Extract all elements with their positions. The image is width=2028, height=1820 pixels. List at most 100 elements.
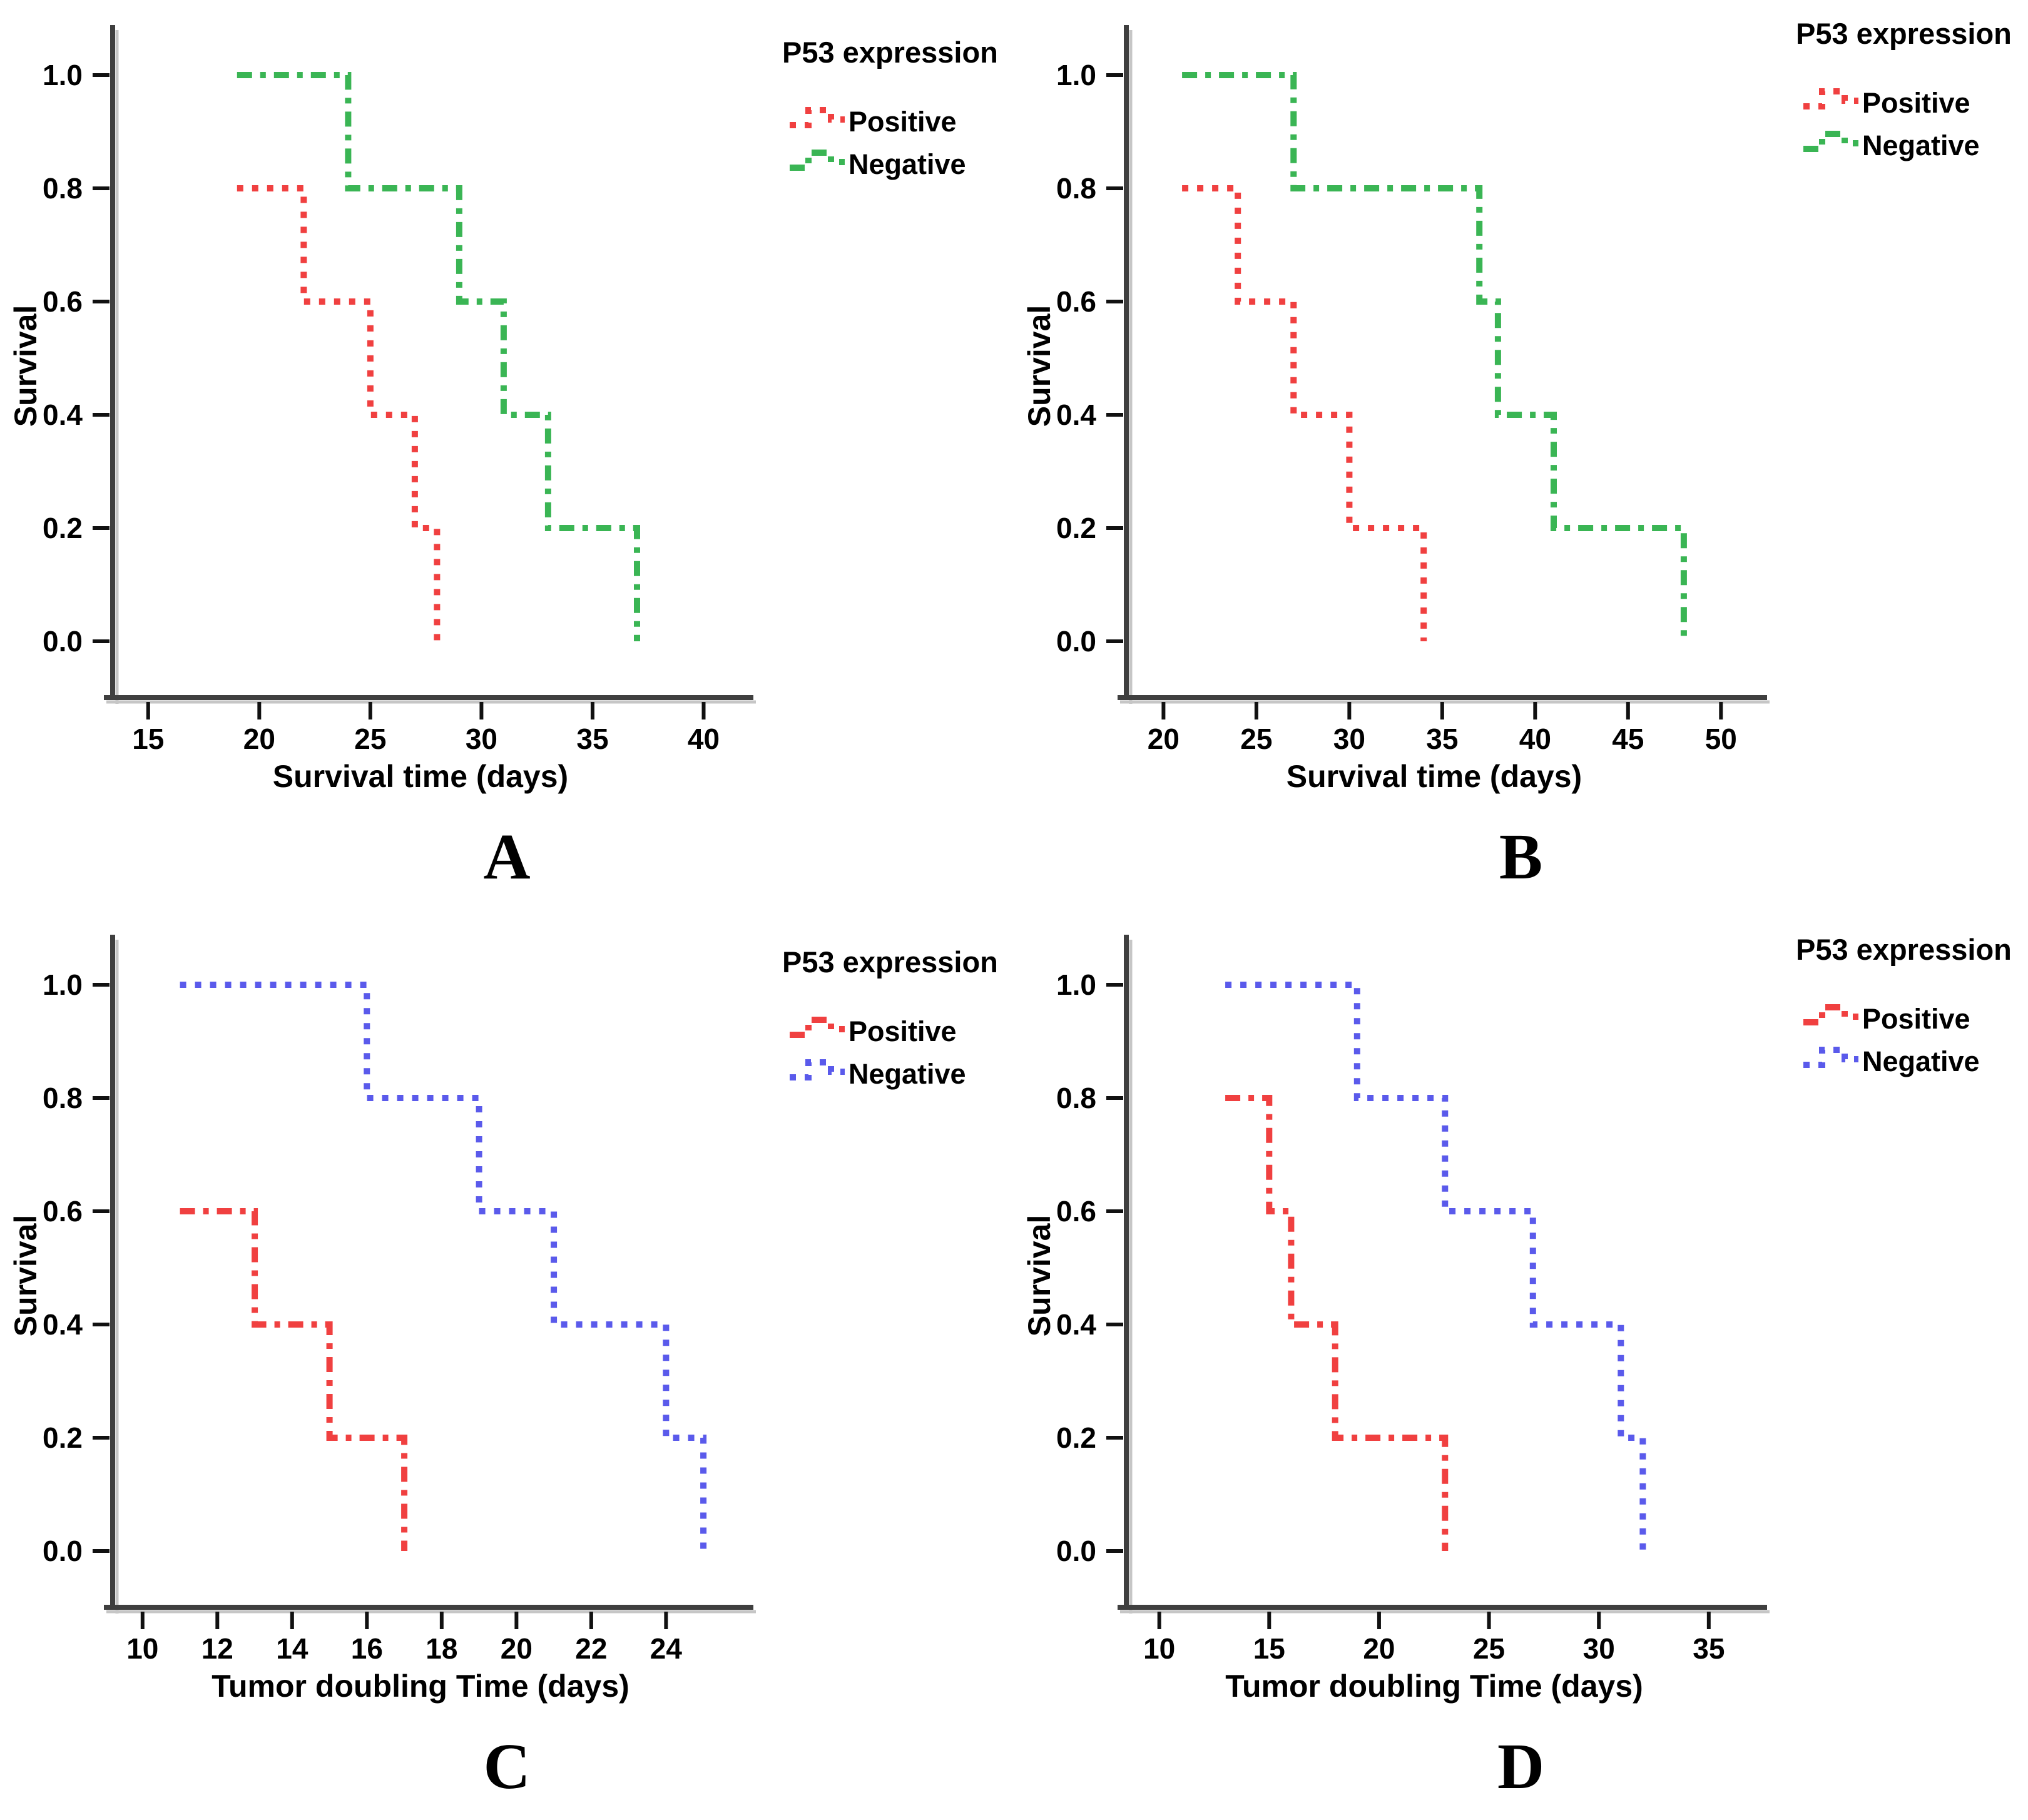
svg-text:30: 30 — [1583, 1632, 1615, 1665]
axes: 0.0 0.2 0.4 0.6 0.8 1.0 20 25 30 35 40 45 50 — [1056, 25, 1770, 755]
svg-text:15: 15 — [132, 723, 164, 755]
svg-text:0.0: 0.0 — [1056, 1535, 1096, 1567]
svg-text:20: 20 — [1148, 723, 1180, 755]
y-axis-label: Survival — [1022, 1215, 1057, 1337]
svg-text:0.8: 0.8 — [43, 1082, 83, 1114]
svg-text:0.6: 0.6 — [43, 285, 83, 318]
axes: 0.0 0.2 0.4 0.6 0.8 1.0 15 20 25 30 35 40 — [43, 25, 756, 755]
svg-text:0.4: 0.4 — [43, 399, 83, 431]
legend-title: P53 expression — [782, 36, 998, 69]
km-chart-A: 0.0 0.2 0.4 0.6 0.8 1.0 15 20 25 30 35 40 Survival … — [8, 25, 998, 794]
svg-text:20: 20 — [501, 1632, 532, 1665]
legend-negative-line-sample — [790, 1059, 845, 1080]
survival-curves — [1182, 72, 1687, 641]
legend-positive-label: Positive — [1862, 1003, 1970, 1035]
x-axis-label: Survival time (days) — [1287, 759, 1582, 794]
svg-text:50: 50 — [1705, 723, 1737, 755]
svg-text:0.4: 0.4 — [1056, 399, 1096, 431]
svg-text:40: 40 — [1519, 723, 1551, 755]
legend-positive-line-sample — [790, 107, 845, 128]
svg-text:16: 16 — [351, 1632, 383, 1665]
panel-B: 0.0 0.2 0.4 0.6 0.8 1.0 20 25 30 35 40 45 50 Surviva… — [1014, 0, 2028, 910]
survival-curves — [1225, 982, 1646, 1551]
x-axis-label: Survival time (days) — [273, 759, 568, 794]
svg-text:0.2: 0.2 — [43, 512, 83, 544]
axes: 0.0 0.2 0.4 0.6 0.8 1.0 10 12 14 16 18 20 22 24 — [43, 935, 756, 1665]
axes: 0.0 0.2 0.4 0.6 0.8 1.0 10 15 20 25 30 35 — [1056, 935, 1770, 1665]
svg-text:0.4: 0.4 — [1056, 1308, 1096, 1341]
svg-text:25: 25 — [354, 723, 386, 755]
svg-text:24: 24 — [650, 1632, 683, 1665]
svg-text:0.0: 0.0 — [1056, 625, 1096, 658]
svg-text:25: 25 — [1240, 723, 1272, 755]
survival-curves — [180, 982, 707, 1551]
legend-positive-line-sample — [1803, 88, 1858, 109]
svg-text:0.8: 0.8 — [1056, 1082, 1096, 1114]
svg-text:0.2: 0.2 — [1056, 512, 1096, 544]
survival-curves — [237, 72, 640, 641]
svg-text:40: 40 — [688, 723, 720, 755]
legend-entry-negative: Negative — [790, 1058, 966, 1090]
svg-text:35: 35 — [1426, 723, 1458, 755]
svg-text:35: 35 — [1693, 1632, 1725, 1665]
x-axis-label: Tumor doubling Time (days) — [211, 1669, 629, 1704]
svg-text:10: 10 — [126, 1632, 158, 1665]
svg-text:25: 25 — [1473, 1632, 1505, 1665]
svg-text:30: 30 — [1333, 723, 1365, 755]
legend-entry-negative: Negative — [1803, 1045, 1980, 1077]
svg-text:1.0: 1.0 — [43, 968, 83, 1001]
legend-negative-line-sample — [1803, 131, 1858, 152]
legend-positive-label: Positive — [848, 106, 957, 138]
svg-text:14: 14 — [276, 1632, 308, 1665]
svg-text:0.0: 0.0 — [43, 1535, 83, 1567]
svg-text:0.8: 0.8 — [43, 172, 83, 205]
legend-title: P53 expression — [1796, 933, 2012, 966]
svg-text:1.0: 1.0 — [1056, 59, 1096, 91]
svg-text:0.6: 0.6 — [1056, 285, 1096, 318]
legend-positive-label: Positive — [1862, 87, 1970, 119]
legend-entry-positive: Positive — [1803, 1003, 1970, 1035]
legend-entry-negative: Negative — [790, 148, 966, 180]
svg-text:12: 12 — [201, 1632, 233, 1665]
legend-entry-negative: Negative — [1803, 130, 1980, 161]
svg-text:0.0: 0.0 — [43, 625, 83, 658]
svg-text:0.6: 0.6 — [1056, 1195, 1096, 1228]
legend-positive-line-sample — [790, 1017, 845, 1038]
legend-negative-label: Negative — [1862, 130, 1980, 161]
svg-text:0.2: 0.2 — [1056, 1421, 1096, 1454]
y-axis-label: Survival — [8, 305, 43, 427]
svg-text:0.4: 0.4 — [43, 1308, 83, 1341]
svg-text:0.8: 0.8 — [1056, 172, 1096, 205]
panel-letter-A: A — [483, 821, 531, 893]
svg-text:22: 22 — [575, 1632, 607, 1665]
km-chart-D: 0.00.20.40.60.81.010 15 20 25 30 35 Survival … — [1022, 933, 2012, 1704]
svg-text:1.0: 1.0 — [1056, 968, 1096, 1001]
svg-text:15: 15 — [1253, 1632, 1285, 1665]
svg-text:35: 35 — [576, 723, 608, 755]
legend-negative-line-sample — [1803, 1047, 1858, 1068]
svg-text:10: 10 — [1143, 1632, 1175, 1665]
panel-letter-B: B — [1499, 821, 1543, 893]
svg-text:0.6: 0.6 — [43, 1195, 83, 1228]
legend-negative-line-sample — [790, 150, 845, 171]
y-axis-label: Survival — [1022, 305, 1057, 427]
svg-text:20: 20 — [1363, 1632, 1395, 1665]
km-chart-B: 0.0 0.2 0.4 0.6 0.8 1.0 20 25 30 35 40 45 50 Surviva… — [1022, 17, 2012, 794]
panel-letter-D: D — [1497, 1731, 1545, 1802]
legend-positive-label: Positive — [848, 1015, 957, 1047]
km-chart-C: 0.0 0.2 0.4 0.6 0.8 1.0 10 12 14 16 18 20 22 24 Survi… — [8, 935, 998, 1704]
svg-text:18: 18 — [425, 1632, 457, 1665]
svg-text:20: 20 — [243, 723, 275, 755]
legend-negative-label: Negative — [848, 1058, 966, 1090]
svg-text:1.0: 1.0 — [43, 59, 83, 91]
legend-negative-label: Negative — [1862, 1045, 1980, 1077]
panel-C: 0.0 0.2 0.4 0.6 0.8 1.0 10 12 14 16 18 20 22 24 Survi… — [0, 910, 1014, 1820]
legend-entry-positive: Positive — [790, 106, 957, 138]
legend-positive-line-sample — [1803, 1004, 1858, 1025]
legend-title: P53 expression — [782, 945, 998, 979]
x-axis-label: Tumor doubling Time (days) — [1225, 1669, 1643, 1704]
legend-negative-label: Negative — [848, 148, 966, 180]
panel-letter-C: C — [483, 1731, 531, 1802]
panel-A: 0.0 0.2 0.4 0.6 0.8 1.0 15 20 25 30 35 40 Survival … — [0, 0, 1014, 910]
